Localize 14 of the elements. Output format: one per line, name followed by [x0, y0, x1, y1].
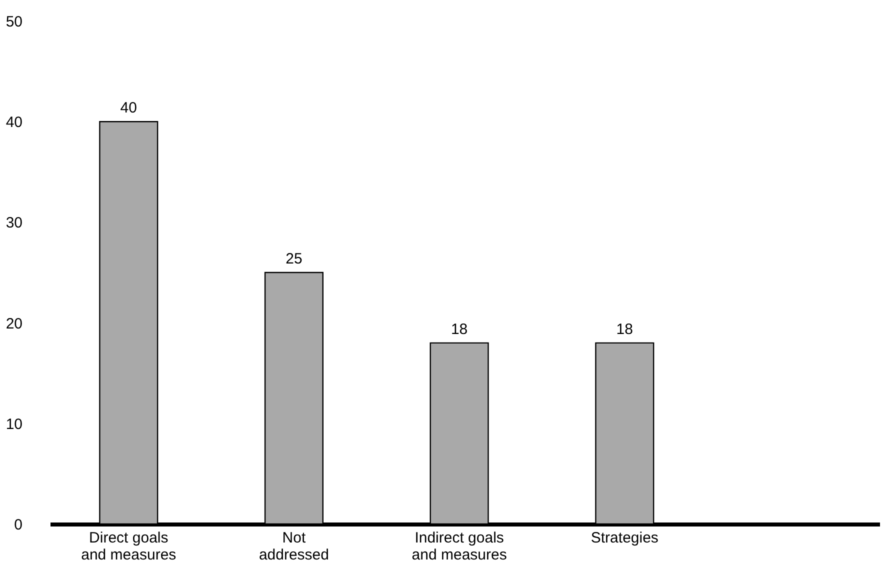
y-tick-label: 50: [6, 14, 22, 30]
data-label: 40: [120, 100, 137, 117]
y-tick-label: 10: [6, 416, 22, 433]
y-tick-label: 20: [6, 315, 22, 332]
x-tick-label: Not addressed: [258, 530, 330, 564]
y-tick-label: 30: [6, 214, 22, 232]
x-tick-label: Strategies: [590, 530, 658, 546]
y-tick-label: 0: [14, 516, 22, 534]
data-label: 18: [450, 320, 468, 338]
data-label: 25: [286, 250, 302, 268]
x-tick-label: Indirect goals and measures: [412, 530, 507, 564]
x-tick-label: Direct goals and measures: [81, 530, 176, 564]
y-tick-label: 40: [6, 114, 22, 132]
data-label: 18: [616, 320, 633, 338]
